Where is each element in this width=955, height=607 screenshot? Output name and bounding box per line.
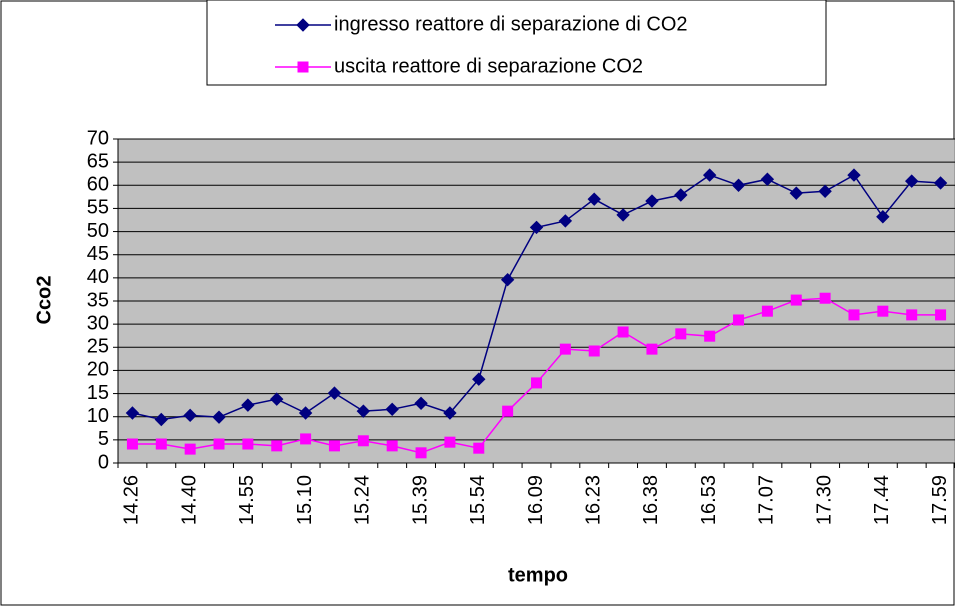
legend-marker xyxy=(296,18,310,32)
data-point xyxy=(790,294,802,306)
data-point xyxy=(385,402,399,417)
data-point xyxy=(645,194,659,208)
x-tick-label: 16.23 xyxy=(583,475,605,525)
data-point xyxy=(789,186,803,200)
data-point xyxy=(558,214,573,228)
data-point xyxy=(241,398,255,412)
x-tick-label: 15.10 xyxy=(294,475,316,525)
data-point xyxy=(357,435,369,447)
y-tick-label: 65 xyxy=(87,150,109,172)
data-point xyxy=(702,168,717,182)
data-point xyxy=(588,345,600,357)
data-point xyxy=(126,438,138,450)
x-tick-label: 15.39 xyxy=(409,475,431,525)
data-point xyxy=(328,440,340,452)
data-point xyxy=(500,273,515,287)
data-point xyxy=(933,176,948,190)
data-point xyxy=(818,184,832,199)
data-point xyxy=(298,406,313,420)
y-tick-label: 60 xyxy=(87,174,109,196)
data-point xyxy=(616,208,630,222)
y-tick-label: 15 xyxy=(87,382,109,404)
data-point xyxy=(529,220,544,235)
data-point xyxy=(414,396,428,410)
data-point xyxy=(271,440,283,452)
legend-box xyxy=(206,0,827,86)
data-point xyxy=(183,408,197,423)
data-point xyxy=(327,386,342,400)
y-tick-label: 20 xyxy=(87,359,109,381)
data-point xyxy=(415,447,427,459)
data-point xyxy=(386,440,398,452)
x-tick-label: 14.55 xyxy=(236,475,258,525)
data-point xyxy=(876,210,890,224)
data-point xyxy=(906,309,918,321)
y-tick-label: 50 xyxy=(87,220,109,242)
data-point xyxy=(877,305,889,317)
y-tick-label: 5 xyxy=(98,428,109,450)
x-tick-label: 17.59 xyxy=(929,475,951,525)
x-tick-label: 14.26 xyxy=(121,475,143,525)
data-point xyxy=(761,305,773,317)
x-axis-title: tempo xyxy=(508,564,568,586)
y-tick-label: 35 xyxy=(87,289,109,311)
data-point xyxy=(760,172,775,186)
x-tick-label: 16.09 xyxy=(525,475,547,525)
data-point xyxy=(848,309,860,321)
data-point xyxy=(444,436,456,448)
y-tick-label: 45 xyxy=(87,243,109,265)
data-point xyxy=(617,326,629,338)
y-tick-label: 25 xyxy=(87,336,109,358)
data-point xyxy=(184,443,196,455)
y-axis-title: Cco2 xyxy=(33,276,55,325)
legend-marker xyxy=(297,61,309,73)
data-point xyxy=(472,372,486,386)
data-point xyxy=(213,438,225,450)
x-tick-label: 17.07 xyxy=(756,475,778,525)
y-tick-label: 55 xyxy=(87,197,109,219)
data-point xyxy=(270,392,284,406)
data-point xyxy=(904,174,919,188)
data-point xyxy=(646,343,658,355)
y-tick-label: 40 xyxy=(87,266,109,288)
x-tick-label: 15.54 xyxy=(467,475,489,525)
x-tick-label: 17.30 xyxy=(813,475,835,525)
data-point xyxy=(212,410,226,424)
x-tick-label: 14.40 xyxy=(178,475,200,525)
data-point xyxy=(155,438,167,450)
data-point xyxy=(675,328,687,340)
data-point xyxy=(935,309,947,321)
data-point xyxy=(847,168,861,182)
data-point xyxy=(674,188,688,202)
y-tick-label: 70 xyxy=(87,127,109,149)
y-tick-label: 30 xyxy=(87,312,109,334)
data-point xyxy=(704,330,716,342)
data-point xyxy=(733,314,745,326)
data-point xyxy=(502,405,514,417)
data-point xyxy=(443,406,457,420)
y-tick-label: 10 xyxy=(87,405,109,427)
x-tick-label: 17.44 xyxy=(871,475,893,525)
data-point xyxy=(242,438,254,450)
data-point xyxy=(587,192,601,206)
x-tick-label: 16.53 xyxy=(698,475,720,525)
data-point xyxy=(819,292,831,304)
data-point xyxy=(559,343,571,355)
data-point xyxy=(731,178,746,192)
legend-label: ingresso reattore di separazione di CO2 xyxy=(334,13,688,35)
x-tick-label: 16.38 xyxy=(640,475,662,525)
data-point xyxy=(125,406,140,420)
data-point xyxy=(300,433,312,445)
data-point xyxy=(531,377,542,389)
legend-label: uscita reattore di separazione CO2 xyxy=(334,55,643,77)
x-tick-label: 15.24 xyxy=(352,475,374,525)
y-tick-label: 0 xyxy=(98,451,109,473)
data-point xyxy=(473,442,485,454)
data-point xyxy=(356,404,371,418)
data-point xyxy=(154,412,169,427)
